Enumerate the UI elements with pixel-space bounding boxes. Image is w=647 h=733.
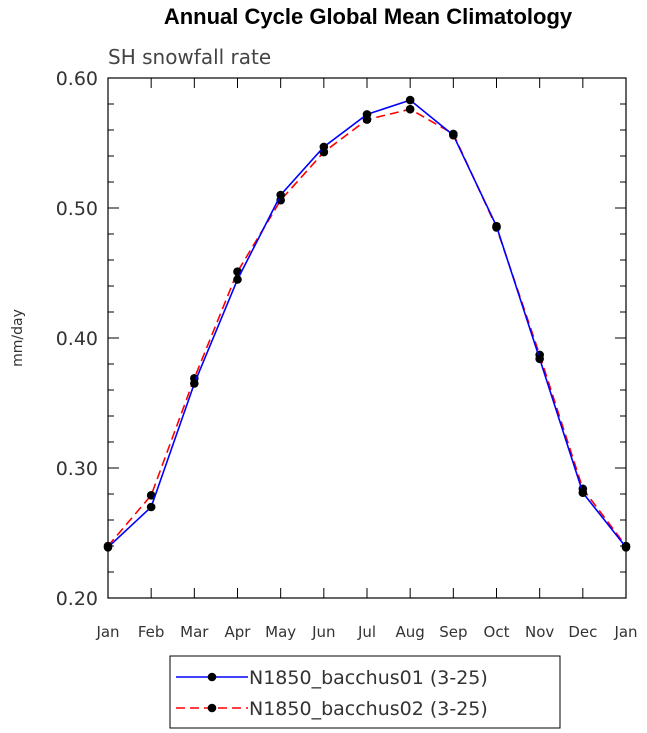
legend-marker [207, 703, 217, 713]
data-point [233, 275, 242, 284]
x-tick-label: Aug [396, 623, 425, 641]
data-point [362, 110, 372, 119]
x-tick-label: Oct [484, 623, 510, 641]
x-tick-label: Nov [525, 623, 554, 641]
legend-box [169, 655, 561, 729]
x-tick-label: Jan [613, 623, 637, 641]
y-tick-label: 0.60 [56, 68, 98, 90]
x-axis: Jan Feb Mar Apr May Jun Jul Aug Sep Oct Nov Dec Jan [95, 78, 638, 641]
data-point [621, 543, 631, 552]
legend-label: N1850_bacchus01 (3-25) [249, 667, 488, 689]
series-line [107, 108, 627, 547]
y-tick-label: 0.50 [56, 198, 98, 220]
data-point [405, 95, 415, 105]
data-point [535, 354, 544, 364]
data-point [492, 221, 501, 231]
series-line [107, 99, 627, 548]
data-point [276, 190, 285, 200]
chart-subtitle: SH snowfall rate [108, 45, 271, 69]
data-point [578, 488, 588, 498]
x-tick-label: May [265, 623, 296, 641]
legend-marker [207, 672, 217, 682]
x-tick-label: Jan [95, 623, 119, 641]
series-layer [103, 95, 631, 552]
x-tick-label: Apr [225, 623, 252, 641]
plot-frame [107, 77, 627, 599]
x-tick-label: Sep [439, 623, 467, 641]
data-point [319, 142, 329, 152]
y-tick-label: 0.20 [56, 588, 98, 610]
y-tick-label: 0.30 [56, 458, 98, 480]
x-tick-label: Dec [568, 623, 597, 641]
legend: N1850_bacchus01 (3-25) N1850_bacchus02 (3… [169, 655, 561, 729]
data-point [146, 491, 156, 500]
data-point [190, 379, 199, 388]
data-point [405, 104, 415, 114]
data-point [103, 543, 113, 552]
series-1 [103, 95, 631, 552]
chart-title: Annual Cycle Global Mean Climatology [164, 4, 573, 29]
y-tick-label: 0.40 [56, 328, 98, 350]
data-point [449, 130, 458, 140]
x-tick-label: Jun [311, 623, 335, 641]
series-2 [103, 104, 631, 551]
x-tick-label: Mar [180, 623, 209, 641]
legend-label: N1850_bacchus02 (3-25) [249, 698, 488, 720]
data-point [146, 502, 156, 512]
x-tick-label: Jul [357, 623, 376, 641]
y-axis: 0.20 0.30 0.40 0.50 0.60 [56, 68, 626, 610]
legend-items: N1850_bacchus01 (3-25) N1850_bacchus02 (3… [176, 667, 488, 720]
x-tick-label: Feb [138, 623, 165, 641]
y-axis-label: mm/day [10, 309, 26, 367]
